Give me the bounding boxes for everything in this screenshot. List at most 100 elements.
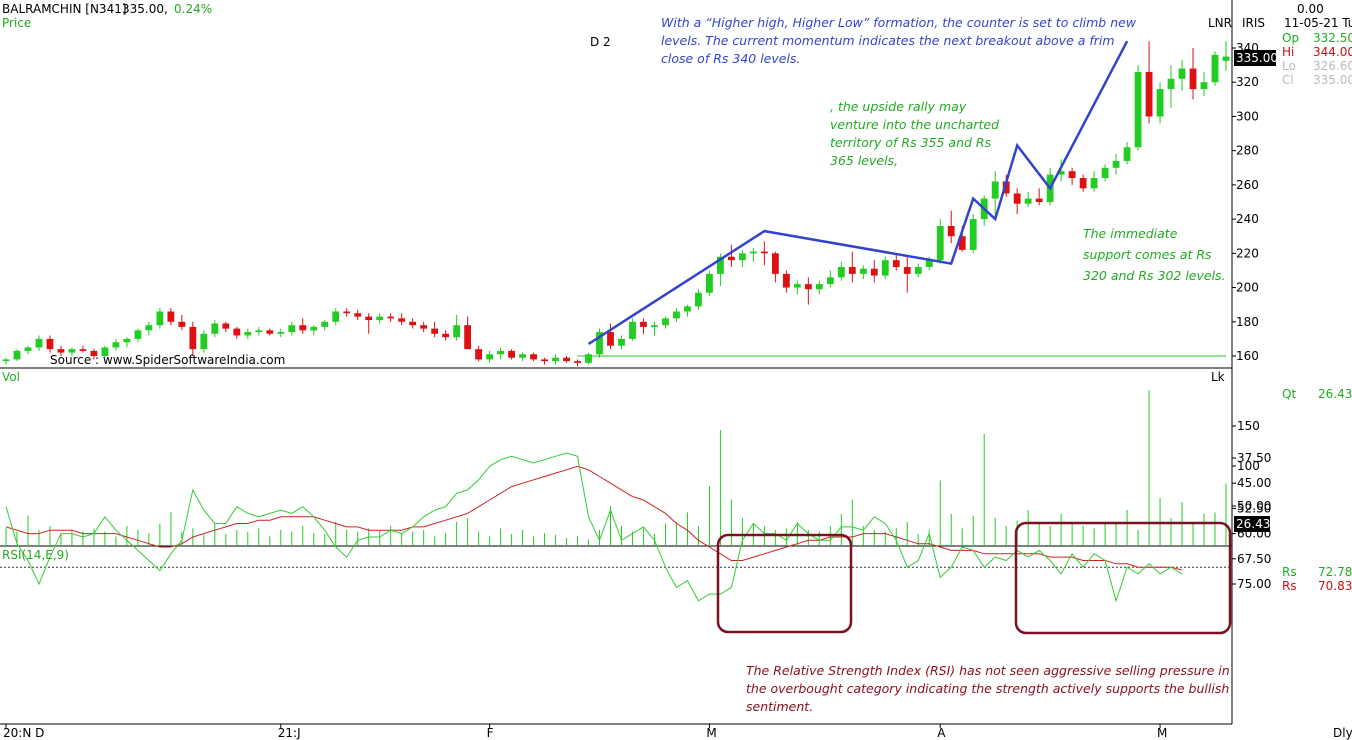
candle-body (717, 256, 724, 274)
candle-body (837, 267, 845, 278)
time-axis-label: A (937, 726, 946, 740)
candle-body (123, 338, 131, 343)
candle-body (1200, 82, 1208, 90)
candle-body (947, 225, 955, 237)
candle-body (914, 267, 922, 274)
dly-label: Dly (1333, 726, 1352, 740)
candle-body (1068, 171, 1076, 179)
volume-rsi-highlight-box-march (716, 533, 853, 634)
candle-body (24, 347, 32, 351)
rsi-axis-label: 37.50 (1237, 451, 1271, 465)
annotation-line: With a “Higher high, Higher Low” formati… (661, 15, 1137, 30)
candle-body (233, 328, 241, 336)
candle-body (574, 361, 581, 363)
candle-body (112, 342, 120, 348)
low-label: Lo (1282, 59, 1296, 73)
candle-body (431, 328, 439, 334)
candle-body (738, 253, 746, 261)
candle-body (178, 321, 186, 327)
candle-body (299, 325, 307, 331)
candle-body (629, 321, 636, 339)
candle-body (585, 354, 592, 363)
open-label: Op (1282, 31, 1299, 45)
candle-body (376, 316, 384, 321)
candle-body (1112, 160, 1120, 168)
annotation-line: sentiment. (746, 699, 813, 714)
iris-label: IRIS (1242, 16, 1265, 30)
candle-body (68, 349, 76, 353)
candle-body (57, 349, 65, 353)
candle-body (200, 333, 208, 350)
rsi-panel-label: RSI(14,E,9) (2, 548, 69, 562)
annotation-line: the overbought category indicating the s… (746, 681, 1229, 696)
volume-tag: 26.43 (1236, 517, 1270, 531)
annotation-line: support comes at Rs (1083, 247, 1212, 262)
annotation-line: venture into the uncharted (830, 117, 999, 132)
price-axis-label: 220 (1236, 246, 1259, 260)
candle-body (640, 321, 647, 327)
annotation-upside-rally: , the upside rally may venture into the … (830, 99, 999, 168)
candle-body (1167, 78, 1175, 90)
candle-body (486, 354, 494, 360)
date-label: 11-05-21 Tu (1284, 16, 1352, 30)
candle-body (497, 350, 505, 355)
candle-body (1079, 178, 1087, 189)
candle-body (35, 338, 43, 348)
time-axis-label: 21:J (278, 726, 301, 740)
candle-body (541, 359, 548, 362)
last-price: 335.00, (122, 2, 168, 16)
candle-body (782, 273, 790, 288)
candle-body (651, 325, 658, 327)
time-axis-label: 20:N D (3, 726, 44, 740)
rsi-axis-label: 52.50 (1237, 501, 1271, 515)
candle-body (277, 332, 285, 334)
candle-body (453, 325, 461, 338)
time-axis: 20:N D 21:J F M A M (3, 724, 1167, 740)
candle-body (673, 311, 680, 319)
candle-body (13, 350, 21, 360)
annotation-line: The Relative Strength Index (RSI) has no… (746, 663, 1230, 678)
rsi-axis-label: 45.00 (1237, 476, 1271, 490)
candle-body (618, 338, 625, 346)
candle-body (508, 350, 515, 358)
rsi-legend-value-2: 70.83 (1318, 579, 1352, 593)
candle-body (79, 349, 87, 351)
candles (2, 41, 1230, 367)
annotation-line: 365 levels, (830, 153, 898, 168)
candle-body (563, 357, 570, 362)
percent-change: 0.24% (174, 2, 212, 16)
candle-body (244, 332, 252, 336)
candle-body (134, 330, 142, 339)
candle-body (1002, 181, 1010, 194)
candle-body (310, 326, 318, 331)
candle-body (552, 357, 559, 362)
annotation-support: The immediate support comes at Rs 320 an… (1083, 226, 1226, 283)
candle-body (760, 251, 768, 254)
rsi-line (5, 452, 1183, 603)
open-value: 332.50 (1313, 31, 1352, 45)
close-value: 335.00 (1313, 73, 1352, 87)
candle-body (255, 330, 263, 333)
candle-body (848, 267, 856, 274)
volume-axis-label: 50.00 (1237, 499, 1271, 513)
d2-marker: D 2 (590, 35, 611, 49)
price-axis-label: 160 (1236, 349, 1259, 363)
price-axis-label: 300 (1236, 109, 1259, 123)
candle-body (530, 354, 537, 360)
candle-body (892, 260, 900, 268)
candle-body (1057, 171, 1065, 175)
candle-body (222, 323, 230, 329)
volume-panel-label: Vol (2, 370, 20, 384)
candle-body (1101, 167, 1109, 179)
candle-body (464, 325, 472, 350)
candle-body (288, 325, 296, 333)
candle-body (332, 311, 340, 322)
annotation-higher-high: With a “Higher high, Higher Low” formati… (661, 15, 1137, 66)
candle-body (1090, 178, 1098, 189)
candle-body (969, 219, 977, 250)
candle-body (1222, 56, 1230, 61)
candle-body (1156, 89, 1164, 117)
